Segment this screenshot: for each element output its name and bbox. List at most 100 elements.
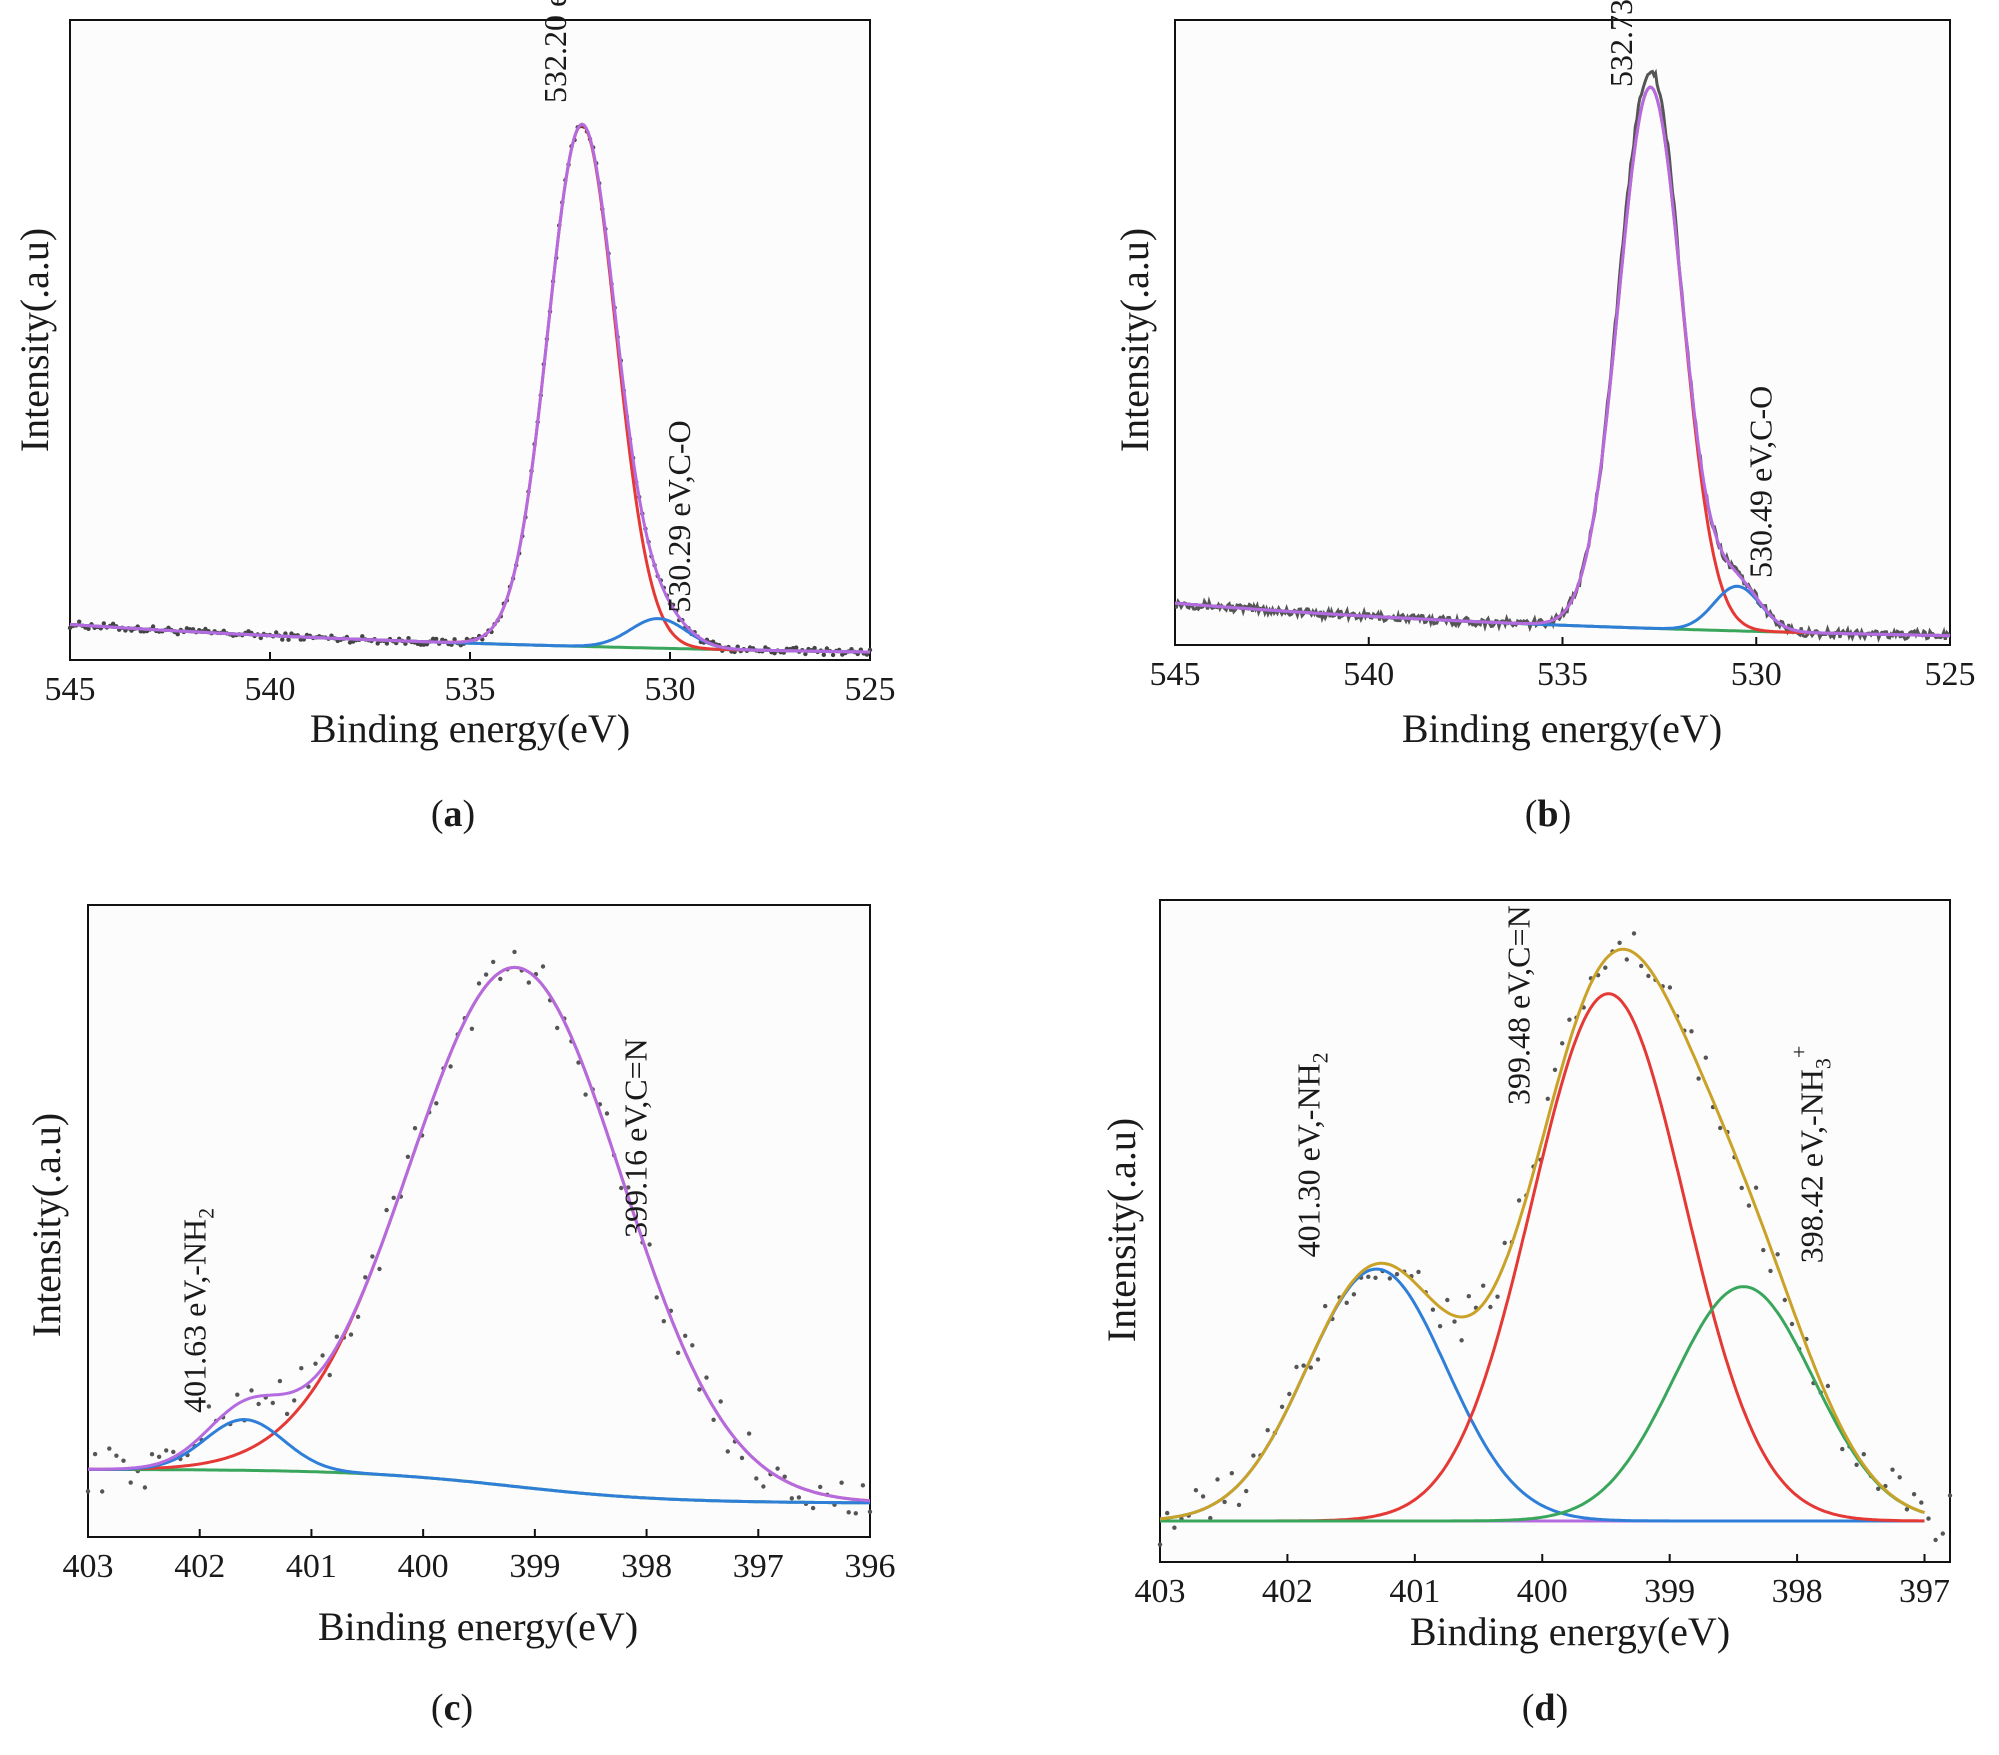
raw-point [1437,1324,1443,1329]
raw-point [839,1480,844,1485]
panel-a-xtick-label-535: 535 [445,671,496,708]
raw-point [327,1372,332,1378]
panel-b-xlabel: Binding energy(eV) [1402,706,1722,751]
raw-point [235,1392,240,1397]
panel-d-plot-frame [1159,899,1951,1563]
panel-a-xtick-label-525: 525 [845,671,896,708]
raw-point [150,624,156,629]
panel-c-envelope [88,965,871,1503]
raw-point [412,1126,418,1131]
panel-d-ylabel: Intensity(.a.u) [1099,1118,1144,1342]
raw-point [1919,1500,1924,1505]
raw-point [1890,1467,1895,1472]
raw-point [754,1476,759,1481]
raw-point [274,630,279,635]
panel-b-xtick-label-540: 540 [1343,656,1394,693]
raw-point [114,1453,119,1458]
panel-c-xtick-label-400: 400 [398,1548,449,1585]
raw-point [867,1509,873,1515]
raw-point [334,1334,339,1339]
raw-point [1753,1185,1759,1190]
raw-point [626,1185,631,1190]
raw-point [156,1454,162,1460]
panel-c-plot: 403 402 401 400 399 398 397 396 401.63 eV,-NH2 39… [63,949,896,1585]
raw-point [810,1505,816,1511]
raw-point [697,1387,702,1392]
panel-a-annotation-1: 530.29 eV,C-O [661,420,697,612]
panel-a-xlabel: Binding energy(eV) [310,706,630,751]
panel-d: 403 402 401 400 399 398 397 401.30 eV,-NH2 399.4… [1099,899,1953,1729]
raw-point [1165,1510,1170,1516]
panel-d-caption-letter: d [1534,1687,1555,1729]
raw-point [1373,1275,1378,1281]
raw-point [1703,1055,1709,1060]
raw-point [1789,1321,1795,1327]
raw-point [803,651,808,657]
panel-b-plot-frame [1174,19,1951,646]
raw-point [1488,1304,1493,1310]
raw-point [110,621,116,626]
raw-point [142,1485,148,1490]
raw-point [283,631,288,636]
raw-point [430,636,436,641]
raw-point [363,1275,368,1280]
raw-point [1157,1542,1163,1547]
raw-point [818,1484,823,1490]
raw-point [683,1333,688,1339]
raw-point [86,626,91,631]
raw-point [1308,1365,1314,1370]
raw-point [1739,1185,1744,1191]
raw-point [491,959,496,965]
raw-point [1366,1274,1371,1280]
raw-point [249,1388,254,1393]
panel-c-raw-data [85,949,873,1516]
panel-b-caption: (b) [1525,793,1571,835]
raw-point [675,1350,681,1356]
raw-point [171,1449,176,1455]
raw-point [1904,1507,1910,1512]
raw-point [1567,1017,1572,1022]
raw-point [1552,1067,1558,1073]
raw-point [796,1495,802,1500]
raw-point [1452,1319,1457,1324]
raw-point [1825,1383,1831,1389]
panel-c-caption-letter: c [444,1687,461,1729]
raw-point [1768,1268,1773,1274]
raw-point [1718,1125,1723,1131]
raw-point [128,1480,133,1485]
raw-point [1617,940,1622,945]
panel-a-caption-letter: a [444,793,463,835]
raw-point [286,637,291,642]
raw-point [498,976,503,982]
raw-point [1445,1297,1450,1303]
raw-point [121,1458,126,1463]
panel-b-xtick-label-530: 530 [1731,656,1782,693]
panel-b-caption-letter: b [1537,793,1558,835]
panel-d-xtick-label-401: 401 [1389,1573,1440,1610]
raw-point [647,1242,652,1247]
raw-point [739,1455,745,1461]
panel-a-caption: (a) [431,793,475,835]
raw-point [1545,1096,1551,1102]
raw-point [280,637,285,642]
panel-c-peak-nh2 [88,1418,870,1505]
raw-point [1459,1338,1464,1343]
panel-c-annotation-1: 399.16 eV,C=N [618,1038,654,1238]
panel-c-plot-frame [87,904,871,1538]
raw-point [1940,1531,1946,1536]
panel-c-annotation-0: 401.63 eV,-NH2 [176,1208,218,1413]
raw-point [1394,1272,1400,1277]
raw-point [1854,1462,1859,1468]
panel-c-xlabel: Binding energy(eV) [318,1604,638,1649]
panel-d-caption: (d) [1522,1687,1568,1729]
raw-point [448,1064,453,1069]
raw-point [1387,1276,1393,1281]
panel-c-xtick-label-399: 399 [509,1548,560,1585]
panel-d-xtick-label-403: 403 [1135,1573,1186,1610]
raw-point [1236,1502,1242,1508]
panel-b-xtick-label-525: 525 [1925,656,1976,693]
raw-point [391,1195,396,1201]
raw-point [406,636,411,641]
panel-d-annotation-2: 398.42 eV,-NH3+ [1787,1046,1836,1263]
raw-point [149,1452,155,1457]
